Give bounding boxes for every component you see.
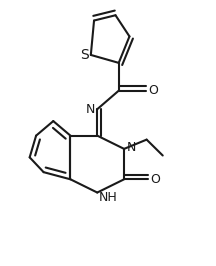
Text: O: O: [148, 84, 158, 97]
Text: O: O: [151, 173, 160, 186]
Text: S: S: [80, 48, 89, 62]
Text: N: N: [85, 103, 95, 116]
Text: N: N: [127, 141, 137, 154]
Text: NH: NH: [98, 191, 117, 204]
